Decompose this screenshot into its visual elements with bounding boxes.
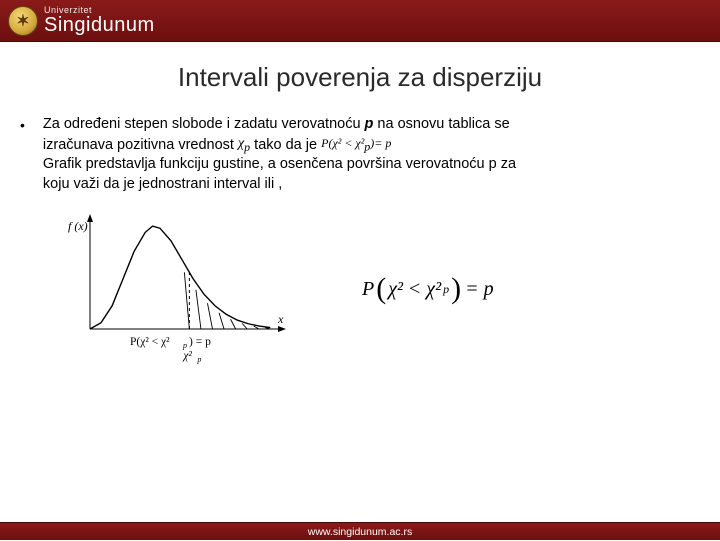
text-seg-1a: Za određeni stepen slobode i zadatu vero… bbox=[43, 116, 365, 132]
figure-row: f (x)xP(χ² < χ²p) = pχ²p P ( χ² < χ²p ) … bbox=[62, 212, 692, 367]
paren-left-icon: ( bbox=[376, 277, 386, 301]
logo-text: Univerzitet Singidunum bbox=[44, 6, 155, 35]
header-bar: ✶ Univerzitet Singidunum bbox=[0, 0, 720, 42]
svg-text:p: p bbox=[196, 355, 201, 364]
chi-p-symbol: χp bbox=[238, 135, 250, 155]
text-seg-3: Grafik predstavlja funkciju gustine, a o… bbox=[43, 156, 516, 172]
logo: ✶ Univerzitet Singidunum bbox=[8, 6, 155, 36]
density-chart: f (x)xP(χ² < χ²p) = pχ²p bbox=[62, 212, 292, 367]
logo-uni-name: Singidunum bbox=[44, 15, 155, 35]
paren-right-icon: ) bbox=[451, 277, 461, 301]
text-seg-2a: izračunava pozitivna vrednost bbox=[43, 136, 238, 152]
logo-uni-label: Univerzitet bbox=[44, 6, 155, 15]
logo-symbol: ✶ bbox=[16, 11, 29, 31]
page-title: Intervali poverenja za disperziju bbox=[0, 62, 720, 93]
logo-badge-icon: ✶ bbox=[8, 6, 38, 36]
text-seg-1b: na osnovu tablica se bbox=[373, 116, 509, 132]
footer-bar: www.singidunum.ac.rs bbox=[0, 522, 720, 540]
text-seg-2b: tako da je bbox=[254, 136, 321, 152]
svg-text:f (x): f (x) bbox=[68, 219, 88, 233]
svg-text:) = p: ) = p bbox=[189, 336, 211, 348]
footer-url: www.singidunum.ac.rs bbox=[308, 526, 412, 538]
svg-text:χ²: χ² bbox=[182, 350, 192, 362]
bullet-block: • Za određeni stepen slobode i zadatu ve… bbox=[20, 115, 692, 194]
chart-svg: f (x)xP(χ² < χ²p) = pχ²p bbox=[62, 212, 292, 367]
svg-text:x: x bbox=[277, 312, 284, 326]
probability-formula: P ( χ² < χ²p ) = p bbox=[362, 278, 494, 302]
svg-text:p: p bbox=[182, 341, 187, 350]
svg-text:P(χ² < χ²: P(χ² < χ² bbox=[130, 336, 170, 348]
content-area: • Za određeni stepen slobode i zadatu ve… bbox=[0, 115, 720, 367]
bullet-marker: • bbox=[20, 117, 25, 133]
body-text: Za određeni stepen slobode i zadatu vero… bbox=[43, 115, 516, 194]
inline-formula: P(χ² < χ²p)= p bbox=[321, 135, 391, 155]
text-seg-4: koju važi da je jednostrani interval ili… bbox=[43, 176, 282, 192]
